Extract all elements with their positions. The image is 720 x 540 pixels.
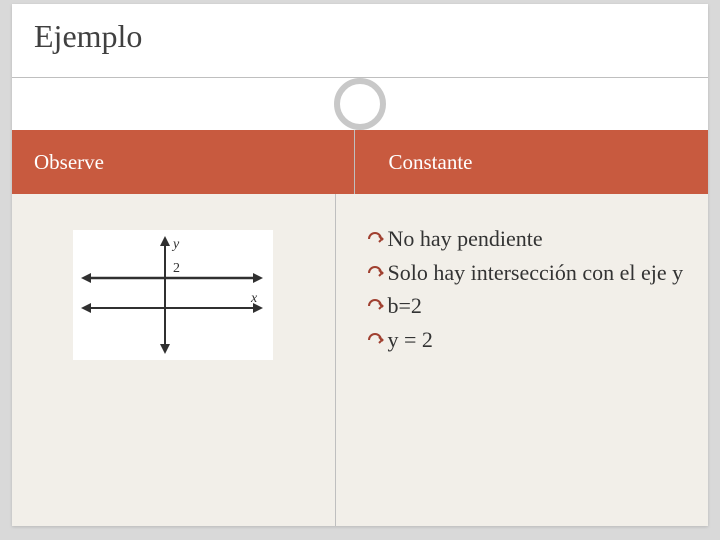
content-area: y x 2 No hay pendiente So — [12, 194, 708, 526]
bullet-text: y = 2 — [388, 325, 689, 355]
bullet-icon — [366, 327, 384, 357]
page-title: Ejemplo — [34, 18, 686, 55]
bullet-icon — [366, 226, 384, 256]
header-band: Observe Constante — [12, 130, 708, 194]
bullet-list: No hay pendiente Solo hay intersección c… — [366, 224, 689, 357]
y-axis-label: y — [171, 237, 180, 252]
list-item: No hay pendiente — [366, 224, 689, 256]
band-left-label: Observe — [34, 150, 104, 175]
band-left: Observe — [12, 130, 354, 194]
graph: y x 2 — [73, 230, 273, 360]
band-right-label: Constante — [389, 150, 473, 175]
bullet-text: Solo hay intersección con el eje y — [388, 258, 689, 288]
list-item: b=2 — [366, 291, 689, 323]
graph-svg: y x 2 — [73, 230, 273, 360]
value-label: 2 — [173, 261, 180, 276]
content-left: y x 2 — [12, 194, 335, 526]
band-right: Constante — [355, 130, 709, 194]
bullet-text: No hay pendiente — [388, 224, 689, 254]
ring-ornament — [334, 78, 386, 130]
x-axis-label: x — [250, 291, 258, 306]
content-right: No hay pendiente Solo hay intersección c… — [336, 194, 709, 526]
slide: Ejemplo Observe Constante — [12, 4, 708, 526]
bullet-icon — [366, 260, 384, 290]
list-item: Solo hay intersección con el eje y — [366, 258, 689, 290]
title-area: Ejemplo — [12, 4, 708, 78]
bullet-text: b=2 — [388, 291, 689, 321]
list-item: y = 2 — [366, 325, 689, 357]
bullet-icon — [366, 293, 384, 323]
